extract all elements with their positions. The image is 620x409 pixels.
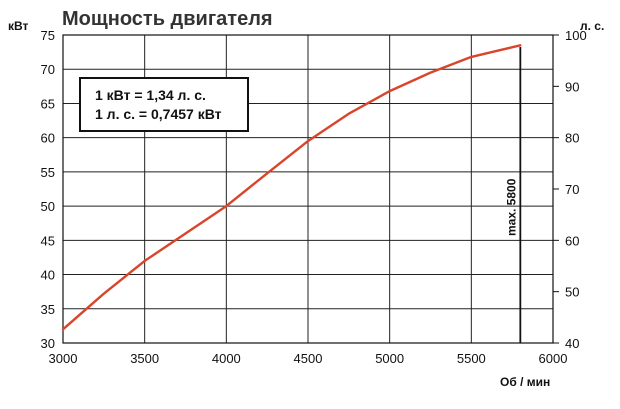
y-left-tick-label: 30: [41, 336, 55, 351]
series-line: [61, 44, 522, 331]
grid: [62, 34, 554, 344]
y-axis-right-label: л. с.: [580, 19, 604, 33]
conversion-line-1: 1 кВт = 1,34 л. с.: [95, 87, 206, 103]
y-right-tick-label: 100: [565, 28, 587, 43]
max-rpm-marker: max. 5800: [504, 47, 522, 343]
y-axis-left-label: кВт: [8, 19, 29, 33]
x-tick-label: 4500: [294, 351, 323, 366]
y-left-tick-label: 50: [41, 199, 55, 214]
y-left-tick-label: 35: [41, 302, 55, 317]
x-tick-label: 5500: [457, 351, 486, 366]
y-left-tick-label: 60: [41, 131, 55, 146]
y-right-tick-label: 90: [565, 79, 579, 94]
tick-labels: 3000 3500 4000 4500 5000 5500 6000 30 35 40 45 50 55…: [41, 28, 587, 366]
x-tick-label: 6000: [539, 351, 568, 366]
conversion-box: 1 кВт = 1,34 л. с. 1 л. с. = 0,7457 кВт: [79, 77, 249, 132]
series-group: [61, 44, 522, 331]
conversion-line-2: 1 л. с. = 0,7457 кВт: [95, 106, 222, 122]
x-tick-label: 4000: [212, 351, 241, 366]
plot-frame: [62, 34, 554, 344]
x-tick-label: 3500: [130, 351, 159, 366]
y-right-tick-label: 70: [565, 182, 579, 197]
y-left-tick-label: 40: [41, 268, 55, 283]
conversion-box-frame: [79, 77, 249, 132]
y-left-tick-label: 75: [41, 28, 55, 43]
y-left-tick-label: 70: [41, 62, 55, 77]
y-right-tick-label: 60: [565, 233, 579, 248]
y-right-tick-label: 50: [565, 285, 579, 300]
y-left-tick-label: 65: [41, 96, 55, 111]
x-axis-label: Об / мин: [500, 375, 550, 389]
max-rpm-label: max. 5800: [504, 178, 518, 236]
y-right-tick-label: 80: [565, 131, 579, 146]
y-left-tick-label: 45: [41, 233, 55, 248]
y-right-tick-label: 40: [565, 336, 579, 351]
chart-title: Мощность двигателя: [62, 8, 273, 30]
y-left-tick-label: 55: [41, 165, 55, 180]
x-tick-label: 3000: [49, 351, 78, 366]
x-tick-label: 5000: [375, 351, 404, 366]
